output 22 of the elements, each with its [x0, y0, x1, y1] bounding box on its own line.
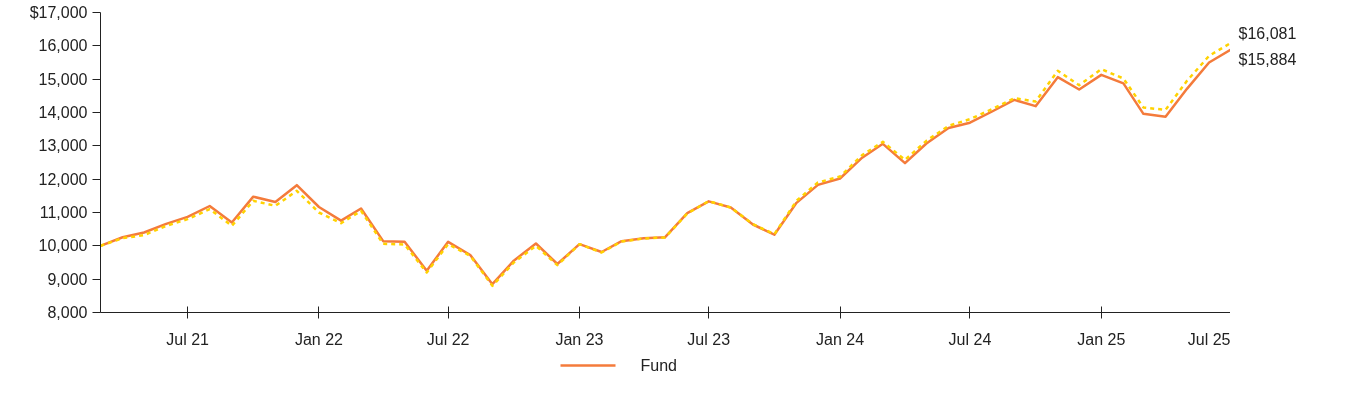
x-tick-label: Jul 24 [948, 330, 992, 348]
y-tick-label: 10,000 [38, 237, 88, 255]
annotation: $16,081 [1238, 24, 1297, 42]
x-tick-label: Jul 22 [426, 330, 470, 348]
x-tick-label: Jul 25 [1187, 330, 1231, 348]
x-tick-label: Jan 25 [1077, 330, 1126, 348]
y-tick-label: 16,000 [38, 37, 88, 55]
x-tick-label: Jan 22 [294, 330, 344, 348]
y-tick-label: 11,000 [39, 204, 88, 221]
y-tick-label: 9,000 [47, 270, 88, 288]
y-tick-label: 14,000 [38, 104, 88, 121]
y-tick-label: 12,000 [38, 170, 88, 188]
x-tick-label: Jul 21 [166, 330, 210, 348]
y-tick-label: $17,000 [29, 4, 88, 21]
x-tick-label: Jul 23 [687, 330, 731, 348]
annotation: $15,884 [1238, 51, 1297, 69]
x-tick-label: Jan 24 [816, 330, 865, 348]
y-tick-label: 8,000 [47, 304, 88, 321]
x-tick-label: Jan 23 [555, 330, 604, 348]
y-tick-label: 15,000 [38, 70, 88, 88]
legend-label: Fund [640, 357, 677, 374]
y-tick-label: 13,000 [38, 137, 88, 155]
